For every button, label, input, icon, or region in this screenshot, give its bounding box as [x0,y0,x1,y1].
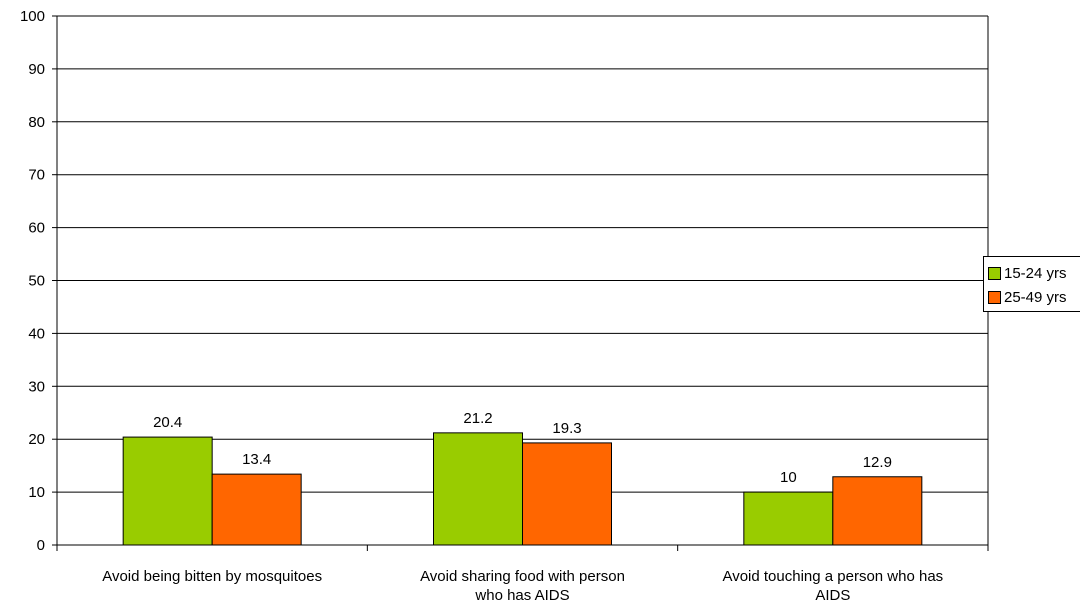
data-label: 20.4 [153,414,182,431]
bar [433,432,523,546]
bar [832,476,923,546]
data-label: 13.4 [242,451,271,468]
legend-label-series-1: 15-24 yrs [1004,264,1067,282]
y-tick-label: 60 [28,220,45,237]
x-tick-label: Avoid touching a person who has [722,568,943,585]
x-tick-label: AIDS [815,587,850,604]
bar [122,436,213,546]
data-label: 19.3 [552,420,581,437]
y-tick-label: 0 [37,537,45,554]
legend-item-series-2: 25-49 yrs [988,287,1067,307]
data-label: 21.2 [463,410,492,427]
bar [743,491,834,546]
data-label: 12.9 [863,454,892,471]
y-tick-label: 50 [28,273,45,290]
y-tick-label: 100 [20,8,45,25]
y-tick-label: 30 [28,378,45,395]
bar [522,442,612,546]
y-tick-label: 70 [28,167,45,184]
bar [211,473,302,546]
legend: 15-24 yrs 25-49 yrs [983,256,1080,312]
y-tick-label: 80 [28,114,45,131]
legend-swatch-series-1 [988,266,1001,280]
y-tick-label: 90 [28,61,45,78]
y-tick-label: 10 [28,484,45,501]
legend-swatch-series-2 [988,290,1001,304]
legend-label-series-2: 25-49 yrs [1004,288,1067,306]
y-tick-label: 40 [28,325,45,342]
x-tick-label: Avoid sharing food with person [420,568,625,585]
x-tick-label: Avoid being bitten by mosquitoes [102,568,322,585]
legend-item-series-1: 15-24 yrs [988,263,1067,283]
data-label: 10 [780,469,797,486]
x-tick-label: who has AIDS [474,587,569,604]
y-tick-label: 20 [28,431,45,448]
